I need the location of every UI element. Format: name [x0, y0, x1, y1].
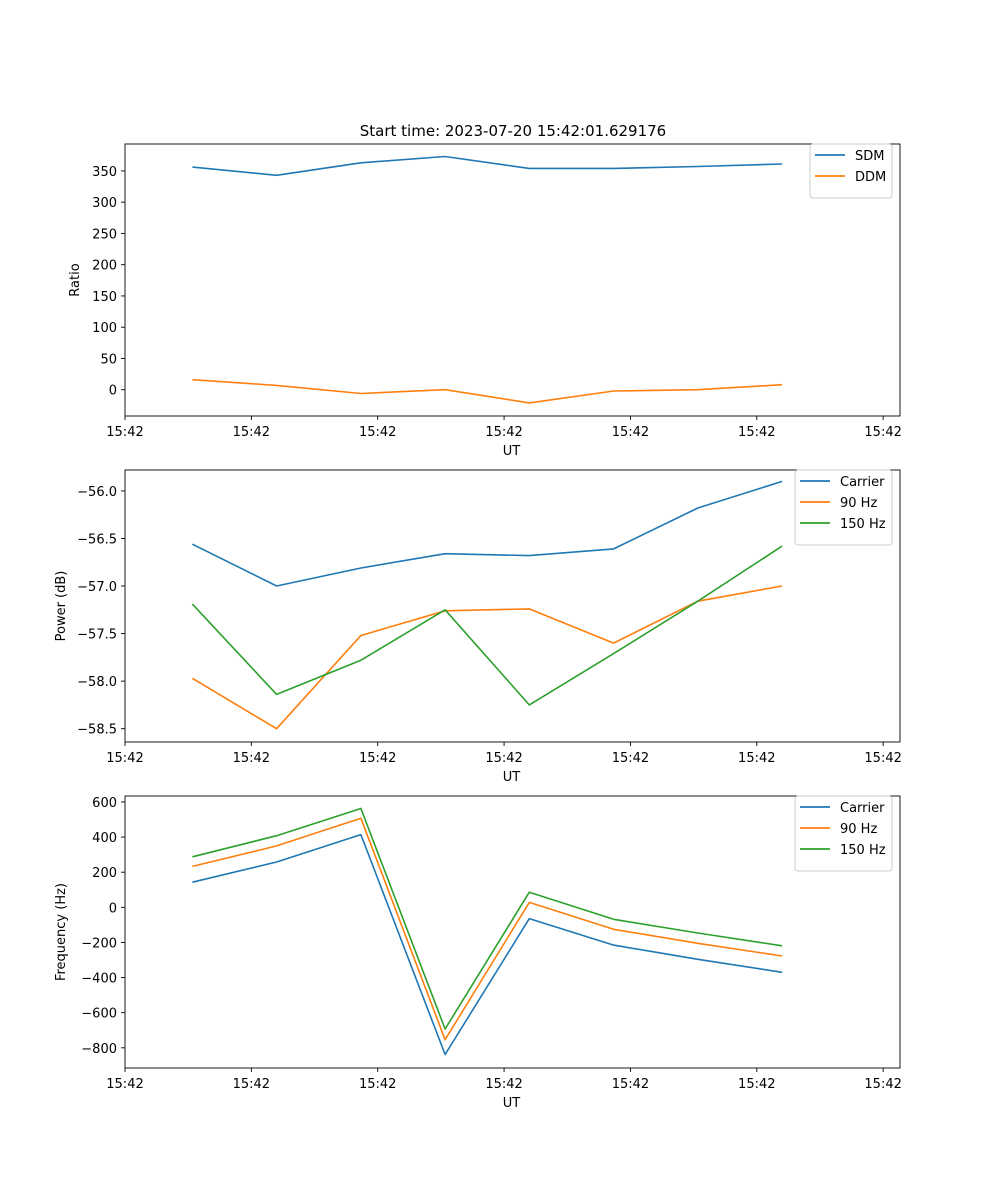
- y-tick-label: −400: [81, 972, 117, 987]
- y-tick-label: 300: [92, 196, 117, 211]
- y-tick-label: 250: [92, 227, 117, 242]
- chart-panel-3: 15:42 15:42 15:42 15:42 15:42 15:42 15:42 UT −80…: [54, 795, 902, 1111]
- y-tick-label: 400: [92, 831, 117, 846]
- legend-box: [794, 795, 893, 872]
- x-tick-label: 15:42: [738, 1077, 775, 1092]
- y-tick-label: 0: [109, 901, 117, 916]
- legend: Carrier 90 Hz 150 Hz: [794, 469, 893, 546]
- x-tick-label: 15:42: [612, 425, 649, 440]
- y-tick-label: −600: [81, 1007, 117, 1022]
- legend-label: DDM: [855, 170, 886, 185]
- chart-panel-1: 15:42 15:42 15:42 15:42 15:42 15:42 15:42 UT 0 50…: [68, 143, 902, 459]
- y-tick-label: −58.0: [77, 675, 117, 690]
- x-tick-label: 15:42: [106, 425, 143, 440]
- x-axis-label: UT: [503, 444, 521, 459]
- legend: Carrier 90 Hz 150 Hz: [794, 795, 893, 872]
- x-tick-label: 15:42: [864, 751, 901, 766]
- y-tick-label: 200: [92, 259, 117, 274]
- legend-label: 150 Hz: [840, 843, 886, 858]
- y-tick-label: −57.5: [77, 628, 117, 643]
- x-tick-label: 15:42: [106, 1077, 143, 1092]
- y-tick-label: 200: [92, 866, 117, 881]
- x-axis-label: UT: [503, 1096, 521, 1111]
- figure-title: Start time: 2023-07-20 15:42:01.629176: [360, 122, 666, 140]
- x-tick-label: 15:42: [359, 751, 396, 766]
- y-tick-label: −57.0: [77, 580, 117, 595]
- series-line-90-hz: [191, 585, 783, 730]
- x-tick-label: 15:42: [359, 1077, 396, 1092]
- y-tick-label: 600: [92, 796, 117, 811]
- legend-box: [809, 143, 893, 199]
- legend: SDM DDM: [809, 143, 893, 199]
- y-tick-label: 50: [100, 352, 117, 367]
- legend-label: Carrier: [840, 475, 885, 490]
- y-tick-label: 350: [92, 165, 117, 180]
- plot-frame: [124, 469, 901, 743]
- series-line-carrier: [192, 833, 783, 1056]
- series-line-150-hz: [191, 545, 783, 706]
- x-tick-label: 15:42: [864, 425, 901, 440]
- y-tick-label: −800: [81, 1042, 117, 1057]
- series-line-90-hz: [192, 817, 783, 1041]
- y-tick-label: 150: [92, 290, 117, 305]
- plot-frame: [124, 795, 901, 1069]
- x-axis-label: UT: [503, 770, 521, 785]
- x-tick-label: 15:42: [485, 425, 522, 440]
- y-axis-label: Ratio: [68, 263, 83, 296]
- x-tick-label: 15:42: [233, 425, 270, 440]
- legend-label: SDM: [855, 149, 884, 164]
- x-tick-label: 15:42: [738, 751, 775, 766]
- legend-label: Carrier: [840, 801, 885, 816]
- series-line-150-hz: [192, 807, 783, 1030]
- legend-label: 150 Hz: [840, 517, 886, 532]
- x-tick-label: 15:42: [233, 751, 270, 766]
- series-line-carrier: [192, 480, 783, 587]
- y-tick-label: −56.5: [77, 532, 117, 547]
- x-tick-label: 15:42: [106, 751, 143, 766]
- y-axis-label: Power (dB): [54, 571, 69, 642]
- x-tick-label: 15:42: [864, 1077, 901, 1092]
- y-tick-label: −200: [81, 936, 117, 951]
- series-line-ddm: [192, 378, 783, 404]
- x-tick-label: 15:42: [612, 751, 649, 766]
- chart-panel-2: 15:42 15:42 15:42 15:42 15:42 15:42 15:42 UT −58…: [54, 469, 902, 785]
- legend-label: 90 Hz: [840, 496, 877, 511]
- x-tick-label: 15:42: [612, 1077, 649, 1092]
- y-axis-label: Frequency (Hz): [54, 883, 69, 981]
- x-tick-label: 15:42: [738, 425, 775, 440]
- x-tick-label: 15:42: [233, 1077, 270, 1092]
- series-line-sdm: [192, 155, 783, 177]
- plot-frame: [124, 143, 901, 417]
- x-tick-label: 15:42: [485, 751, 522, 766]
- y-tick-label: 0: [109, 384, 117, 399]
- y-tick-label: −58.5: [77, 723, 117, 738]
- legend-box: [794, 469, 893, 546]
- x-tick-label: 15:42: [485, 1077, 522, 1092]
- y-tick-label: −56.0: [77, 485, 117, 500]
- legend-label: 90 Hz: [840, 822, 877, 837]
- x-tick-label: 15:42: [359, 425, 396, 440]
- y-tick-label: 100: [92, 321, 117, 336]
